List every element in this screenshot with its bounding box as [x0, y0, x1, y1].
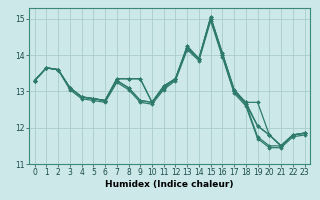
X-axis label: Humidex (Indice chaleur): Humidex (Indice chaleur) — [105, 180, 234, 189]
